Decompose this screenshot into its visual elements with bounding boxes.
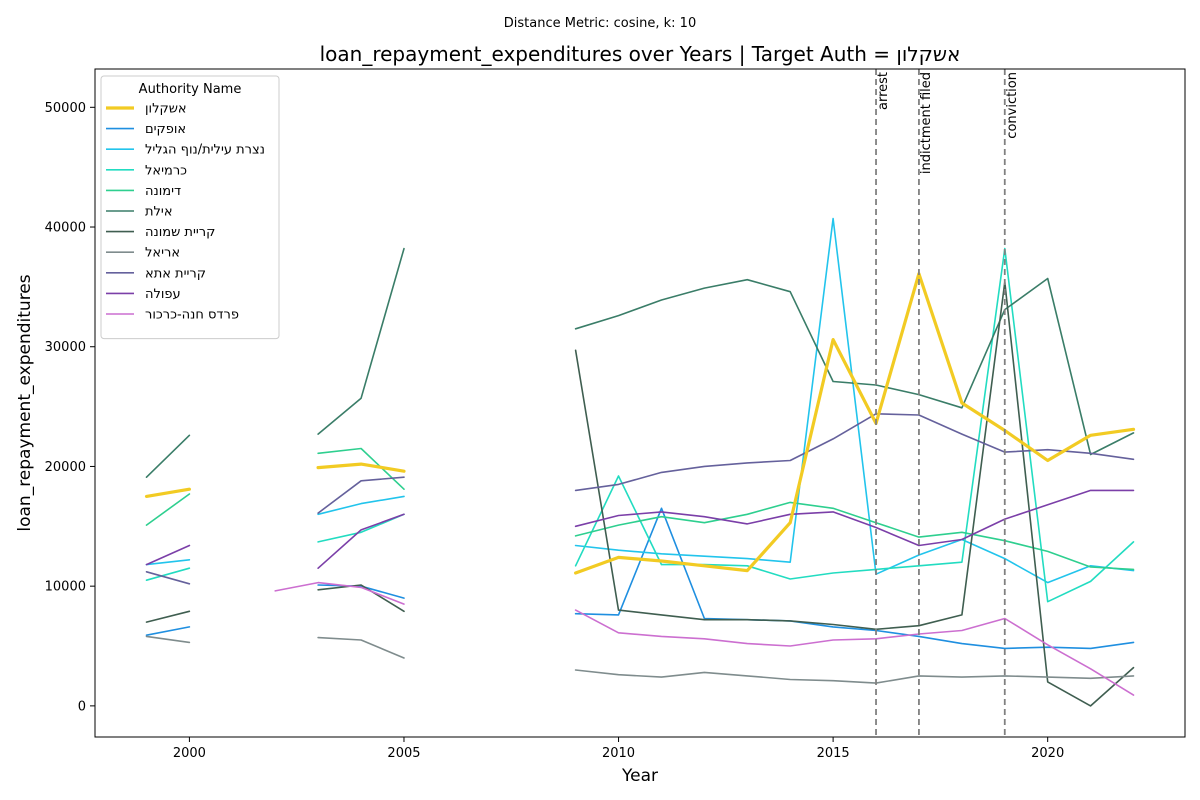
legend-entry-9: עפולה [145,287,181,302]
event-label-2: conviction [1005,72,1020,139]
y-tick-label-4: 40000 [45,221,86,236]
y-tick-label-2: 20000 [45,460,86,475]
axes-frame [94,68,1186,738]
y-tick-label-3: 30000 [45,340,86,355]
chart-suptitle: Distance Metric: cosine, k: 10 [504,16,696,31]
legend-entry-3: כרמיאל [145,163,187,178]
series-line-2 [145,217,1135,584]
legend-entry-6: קריית שמונה [145,225,215,240]
series-line-0 [144,272,1136,575]
legend-entry-7: אריאל [145,246,180,261]
series-line-10 [274,581,1135,696]
legend-entry-8: קריית אתא [145,266,206,281]
series-line-1 [145,507,1135,650]
series-line-7 [145,635,1135,684]
y-tick-label-0: 0 [78,699,86,714]
series-line-4 [145,447,1135,571]
x-tick-label-1: 2005 [387,746,420,761]
y-tick-label-1: 10000 [45,580,86,595]
series-line-3 [145,247,1135,603]
legend: Authority Name אשקלון אופקים נצרת עילית/נוף… [100,75,280,340]
x-axis-label: Year [621,766,658,786]
x-tick-label-2: 2010 [602,746,635,761]
series-line-8 [145,413,1135,585]
axis-ticks: 2000 2005 2010 2015 2020 0 10000 20000 30000 4000… [45,101,1065,761]
y-tick-label-5: 50000 [45,101,86,116]
y-axis-label: loan_repayment_expenditures [15,274,35,531]
plot-area: arrest indictment filed conviction [144,69,1136,737]
legend-entry-2: נצרת עילית/נוף הגליל [145,143,265,158]
x-tick-label-0: 2000 [173,746,206,761]
legend-title: Authority Name [139,82,242,97]
legend-entry-4: דימונה [145,184,181,199]
legend-entry-10: פרדס חנה-כרכור [145,308,239,323]
series-line-9 [145,489,1135,569]
legend-box [100,75,280,340]
event-label-0: arrest [876,72,891,110]
series-line-6 [145,281,1135,707]
legend-entry-5: אילת [145,205,173,220]
chart-title: loan_repayment_expenditures over Years |… [320,42,961,66]
legend-entry-1: אופקים [145,122,186,137]
x-tick-label-3: 2015 [817,746,850,761]
legend-entry-0: אשקלון [145,102,187,117]
series-line-5 [145,247,1135,478]
x-tick-label-4: 2020 [1031,746,1064,761]
event-label-1: indictment filed [919,72,934,174]
